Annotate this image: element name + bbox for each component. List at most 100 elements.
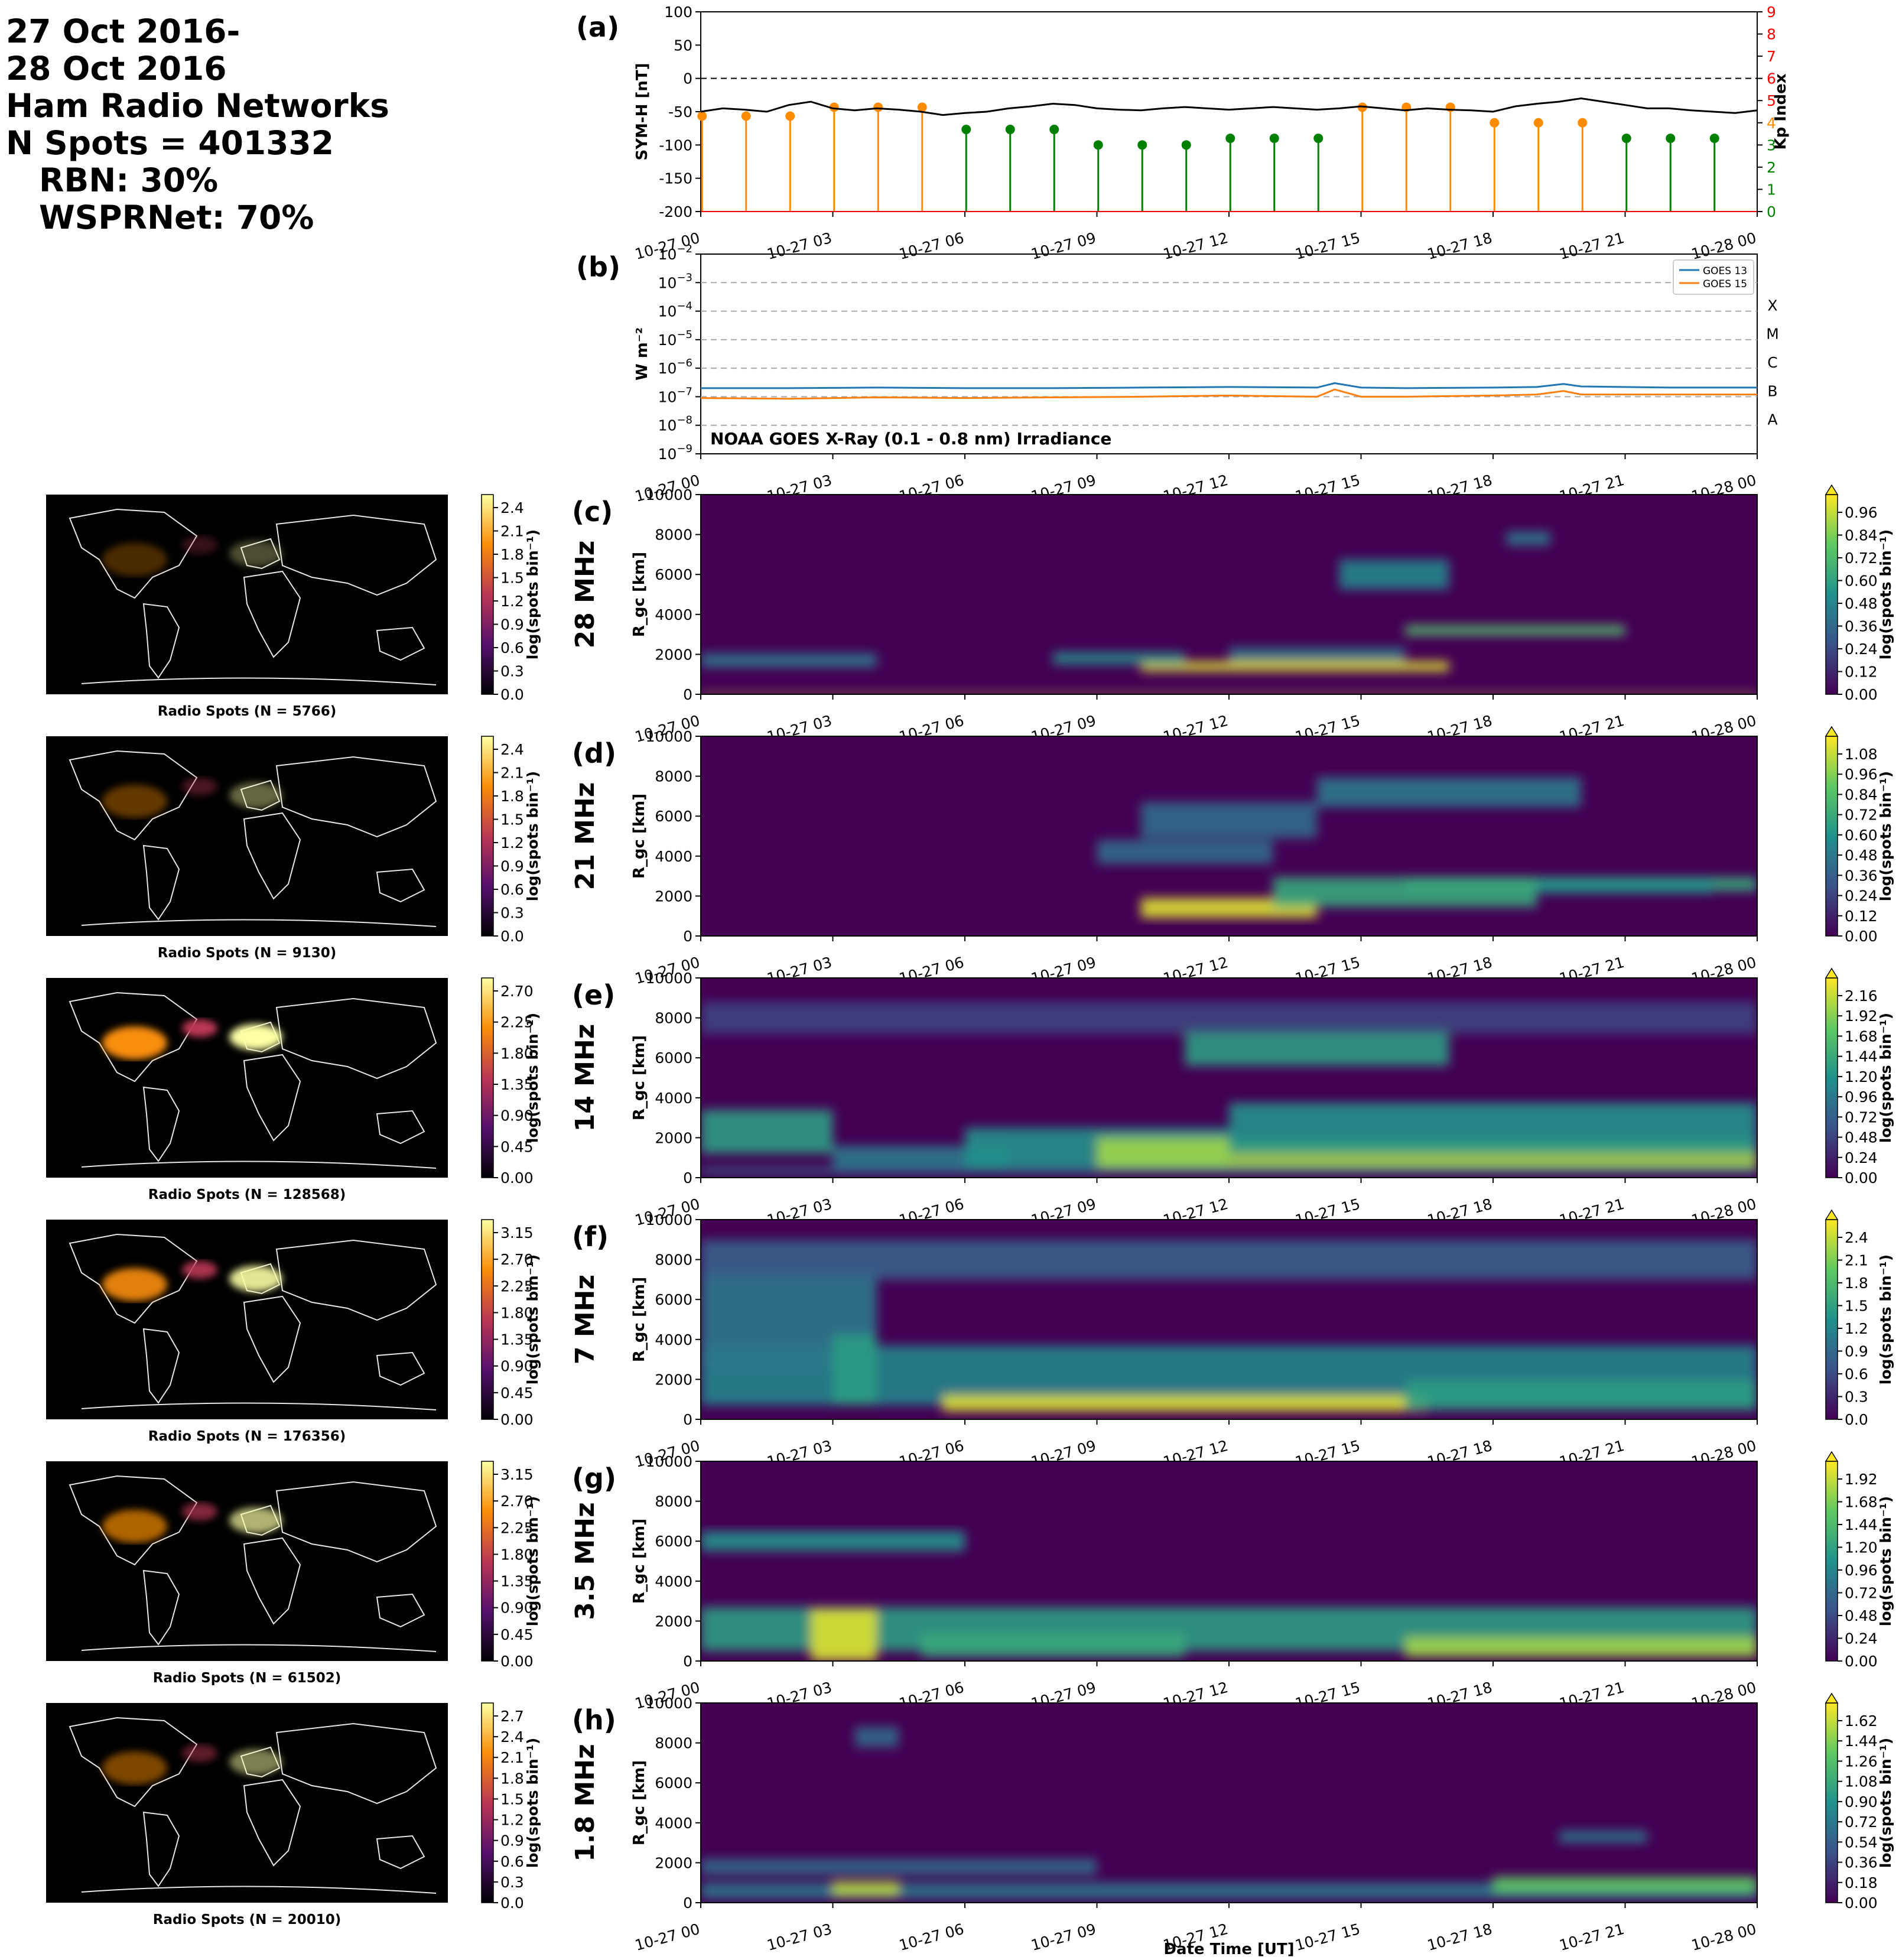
panel-h: R_gc [km]1.8 MHz(h) 1.621.441.261.080.900… bbox=[46, 1692, 1894, 1928]
h-cbar-tick-label: 0.90 bbox=[1845, 1793, 1878, 1811]
d-band-label: 21 MHz bbox=[570, 782, 600, 890]
continent-south-america bbox=[142, 1086, 180, 1162]
d-ylabel: R_gc [km] bbox=[630, 794, 648, 879]
kp-marker bbox=[1093, 140, 1103, 150]
title-n-spots: N Spots = 401332 bbox=[6, 124, 334, 162]
c-band-label: 28 MHz bbox=[570, 541, 600, 649]
continent-asia bbox=[275, 1481, 437, 1563]
panel-f: R_gc [km] 7 MHz (f) 2.4 2.1 1.8 1.5 1.2 0.9 0.6 0.… bbox=[46, 1209, 1894, 1444]
map-cbar-tick-label: 0.6 bbox=[500, 881, 524, 898]
d-cbar-tick-label: 0.24 bbox=[1845, 888, 1878, 905]
b-ytick-label: 10−6 bbox=[658, 357, 692, 377]
map-spot-cluster bbox=[182, 536, 217, 554]
d-ytick-label: 0 bbox=[683, 928, 692, 945]
map-cbar-tick-label: 0.3 bbox=[500, 905, 524, 922]
g-cbar-tick-label: 1.68 bbox=[1845, 1494, 1878, 1511]
e-ytick-label: 6000 bbox=[655, 1049, 692, 1067]
map-spot-cluster bbox=[229, 1507, 282, 1533]
map-f: Radio Spots (N = 176356) 3.15 2.70 2.25 1.80… bbox=[46, 1219, 541, 1444]
map-cbar-tick-label: 1.5 bbox=[500, 570, 524, 587]
map-cbar-tick-label: 2.1 bbox=[500, 523, 524, 540]
heatmap-h-cell bbox=[1559, 1831, 1647, 1843]
continent-south-america bbox=[142, 1811, 180, 1887]
map-cbar-tick-label: 1.35 bbox=[500, 1331, 534, 1348]
map-f-coastlines bbox=[69, 1233, 437, 1410]
e-cbar-tick-label: 0.48 bbox=[1845, 1129, 1878, 1146]
map-cbar-tick-label: 0.6 bbox=[500, 1853, 524, 1870]
title-network: Ham Radio Networks bbox=[6, 87, 389, 125]
continent-antarctica bbox=[81, 1886, 437, 1894]
heatmap-f-cell bbox=[701, 1239, 1757, 1280]
map-g-colorbar bbox=[481, 1461, 494, 1662]
map-cbar-tick-label: 0.3 bbox=[500, 663, 524, 680]
map-cbar-tick-label: 0.90 bbox=[500, 1600, 534, 1617]
kp-marker bbox=[741, 111, 751, 121]
map-spot-cluster bbox=[182, 1261, 217, 1279]
d-cbar-tick-label: 0.72 bbox=[1845, 807, 1878, 824]
panel-g: R_gc [km] 3.5 MHz (g) 1.92 1.68 1.44 1.20 0.96 0… bbox=[46, 1451, 1894, 1686]
g-ytick-label: 0 bbox=[683, 1653, 692, 1670]
map-cbar-tick-label: 1.8 bbox=[500, 788, 524, 805]
a-ytick-right-label: 0 bbox=[1767, 203, 1776, 220]
continent-africa bbox=[243, 1295, 301, 1383]
a-ytick-label: -50 bbox=[668, 103, 692, 121]
heatmap-h-cell bbox=[833, 1881, 899, 1896]
b-ytick-label: 10−3 bbox=[658, 271, 692, 291]
map-g: Radio Spots (N = 61502) 3.15 2.70 2.25 1.80 1… bbox=[46, 1461, 541, 1686]
continent-north-america bbox=[69, 1233, 198, 1324]
h-ytick-label: 0 bbox=[683, 1894, 692, 1912]
map-spot-cluster bbox=[182, 778, 217, 795]
a-ytick-label: -200 bbox=[659, 203, 692, 220]
h-cbar-label: log(spots bin⁻¹) bbox=[1877, 1738, 1894, 1868]
heatmap-e-cell bbox=[701, 1002, 1757, 1034]
panel-d: R_gc [km]21 MHz(d) 1.080.960.840.720.600.… bbox=[46, 726, 1894, 961]
map-cbar-tick-label: 0.90 bbox=[500, 1107, 534, 1124]
f-ytick-label: 2000 bbox=[655, 1371, 692, 1388]
g-ylabel: R_gc [km] bbox=[630, 1519, 648, 1604]
b-ytick-label: 10−7 bbox=[658, 385, 692, 405]
b-ytick-label: 10−4 bbox=[658, 300, 692, 320]
a-ytick-right-label: 9 bbox=[1767, 4, 1776, 21]
continent-north-america bbox=[69, 508, 198, 599]
panel-label-g: (g) bbox=[572, 1462, 616, 1494]
map-cbar-tick-label: 1.80 bbox=[500, 1045, 534, 1062]
f-ytick-label: 6000 bbox=[655, 1291, 692, 1308]
map-h-colorbar bbox=[481, 1702, 494, 1903]
heatmap-c-cell bbox=[1339, 559, 1449, 590]
panel-label-e: (e) bbox=[572, 979, 615, 1011]
map-spot-cluster bbox=[182, 1503, 217, 1520]
c-ytick-label: 4000 bbox=[655, 606, 692, 623]
b-ytick-base: 10 bbox=[658, 246, 677, 263]
g-cbar-label: log(spots bin⁻¹) bbox=[1877, 1496, 1894, 1626]
map-h: Radio Spots (N = 20010) 2.7 2.4 2.1 1.8 1.5 1.… bbox=[46, 1702, 541, 1928]
map-c: Radio Spots (N = 5766) 2.4 2.1 1.8 1.5 1.2 0.9… bbox=[46, 494, 541, 719]
kp-marker bbox=[1578, 118, 1588, 128]
panel-a-frame bbox=[700, 11, 1758, 212]
e-ytick-label: 10000 bbox=[645, 970, 692, 987]
map-h-background bbox=[46, 1703, 448, 1903]
e-colorbar-extend bbox=[1825, 967, 1839, 979]
heatmap-d-cell bbox=[1141, 802, 1317, 838]
continent-south-america bbox=[142, 844, 180, 921]
f-cbar-tick-label: 1.5 bbox=[1845, 1298, 1868, 1315]
map-cbar-tick-label: 1.80 bbox=[500, 1546, 534, 1563]
heatmap-d-cells bbox=[1097, 777, 1757, 918]
continent-asia bbox=[275, 514, 437, 596]
kp-marker bbox=[1666, 134, 1676, 144]
kp-marker bbox=[1181, 140, 1191, 150]
e-ylabel: R_gc [km] bbox=[630, 1035, 648, 1120]
x-axis-a: 10-27 00 10-27 03 10-27 06 10-27 09 10-27 12… bbox=[633, 212, 1758, 263]
a-ytick-right-label: 7 bbox=[1767, 48, 1776, 65]
map-cbar-tick-label: 1.35 bbox=[500, 1076, 534, 1093]
g-cbar-tick-label: 1.20 bbox=[1845, 1539, 1878, 1556]
b-ytick-base: 10 bbox=[658, 274, 677, 291]
x-tick-label: 10-27 03 bbox=[765, 229, 834, 263]
map-cbar-tick-label: 0.9 bbox=[500, 616, 524, 633]
c-ytick-label: 10000 bbox=[645, 486, 692, 503]
e-cbar-label: log(spots bin⁻¹) bbox=[1877, 1013, 1894, 1143]
c-cbar-tick-label: 0.12 bbox=[1845, 664, 1878, 681]
map-d-title: Radio Spots (N = 9130) bbox=[158, 945, 336, 961]
d-ytick-label: 2000 bbox=[655, 888, 692, 905]
